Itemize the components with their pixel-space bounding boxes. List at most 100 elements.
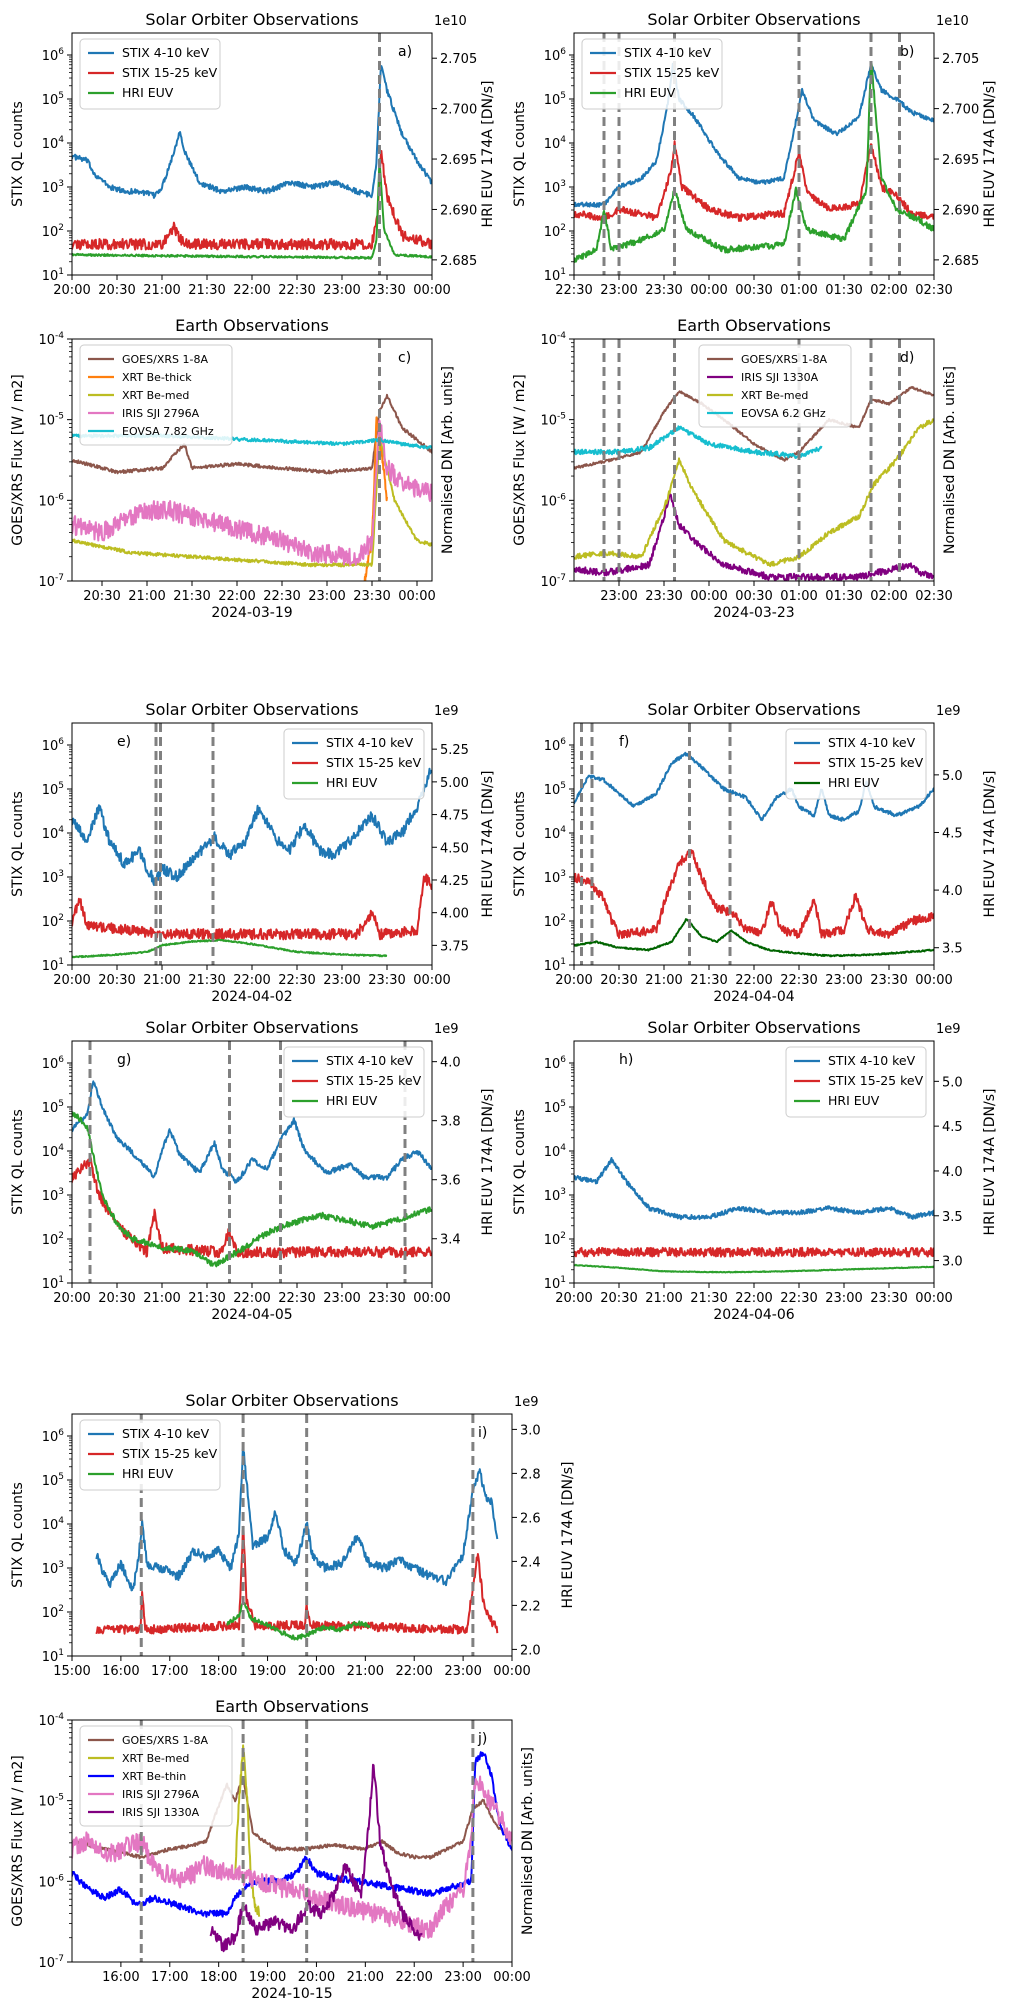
y-tick-label: 10-7 (38, 573, 64, 590)
series-line-xrt-be-thick (363, 416, 388, 581)
x-tick-label: 00:30 (735, 283, 772, 298)
y2-tick-label: 5.00 (440, 776, 469, 791)
y2-tick-label: 3.4 (440, 1233, 461, 1248)
plot-area (72, 1041, 432, 1283)
chart-b: Solar Orbiter Observations 101 102 103 104 10… (512, 10, 998, 298)
y-tick-label: 101 (544, 1275, 566, 1292)
panel-label: h) (619, 1052, 633, 1068)
legend-entry: HRI EUV (122, 1466, 174, 1481)
series-line-stix-4-10-kev (95, 1447, 499, 1592)
x-tick-label: 21:00 (143, 973, 180, 988)
legend-box (581, 38, 723, 110)
y-tick-label: 105 (42, 1472, 64, 1489)
y2-offset-label: 1e10 (936, 14, 969, 29)
x-tick-label: 00:00 (413, 283, 450, 298)
x-tick-label: 22:00 (233, 283, 270, 298)
legend-entry: HRI EUV (624, 85, 676, 100)
x-tick-label: 23:00 (825, 973, 862, 988)
y-tick-label: 101 (42, 1275, 64, 1292)
x-tick-label: 22:30 (780, 973, 817, 988)
y-axis-label: STIX QL counts (512, 101, 528, 207)
y-tick-label: 104 (544, 1143, 567, 1160)
x-tick-label: 20:00 (53, 1291, 90, 1306)
y2-tick-label: 2.695 (440, 153, 477, 168)
legend-box (79, 38, 221, 110)
legend: STIX 4-10 keV STIX 15-25 keV HRI EUV (581, 38, 723, 110)
x-axis-label: 2024-04-04 (713, 989, 794, 1005)
y2-offset-label: 1e9 (434, 1022, 459, 1037)
y2-tick-label: 3.5 (942, 942, 963, 957)
legend-entry: GOES/XRS 1-8A (122, 1734, 208, 1747)
y2-offset-label: 1e9 (936, 1022, 961, 1037)
y-tick-label: 101 (42, 957, 64, 974)
panel-label: i) (478, 1425, 487, 1441)
y-axis-label: STIX QL counts (10, 1109, 26, 1215)
legend-entry: STIX 15-25 keV (326, 755, 422, 770)
legend-entry: STIX 4-10 keV (828, 735, 916, 750)
legend-entry: STIX 4-10 keV (828, 1053, 916, 1068)
series-line-stix-4-10-kev (574, 751, 934, 822)
x-tick-label: 15:00 (53, 1664, 90, 1679)
panel-label: b) (900, 44, 914, 60)
x-tick-label: 23:30 (870, 1291, 907, 1306)
y-tick-label: 102 (42, 1231, 64, 1248)
panel-label: c) (398, 350, 411, 366)
panel-label: e) (117, 734, 131, 750)
x-tick-label: 20:00 (555, 1291, 592, 1306)
x-tick-label: 23:30 (353, 589, 390, 604)
series-line-stix-15-25-kev (95, 1525, 499, 1635)
x-tick-label: 20:30 (600, 973, 637, 988)
x-axis-label: 2024-04-06 (713, 1307, 794, 1323)
y-tick-label: 106 (42, 47, 65, 64)
series-line-hri-euv (574, 62, 934, 263)
y2-offset-label: 1e10 (434, 14, 467, 29)
legend-entry: HRI EUV (828, 1093, 880, 1108)
x-tick-label: 22:00 (395, 1970, 432, 1985)
series-line-stix-4-10-kev (72, 767, 432, 886)
x-tick-label: 22:00 (735, 1291, 772, 1306)
series-line-stix-15-25-kev (72, 150, 432, 251)
series-line-xrt-be-med (72, 434, 432, 568)
series-line-goes-xrs-1-8a (72, 393, 432, 475)
x-tick-label: 22:30 (278, 973, 315, 988)
y2-tick-label: 5.0 (942, 769, 963, 784)
chart-title: Solar Orbiter Observations (185, 1391, 398, 1410)
plot-frame (71, 338, 433, 582)
x-tick-label: 16:00 (102, 1664, 139, 1679)
series-line-hri-euv (574, 1263, 934, 1274)
x-tick-label: 16:00 (102, 1970, 139, 1985)
x-tick-label: 22:30 (278, 1291, 315, 1306)
x-tick-label: 21:30 (188, 973, 225, 988)
y-tick-label: 102 (42, 1604, 64, 1621)
x-tick-label: 22:30 (263, 589, 300, 604)
y2-tick-label: 4.5 (942, 1120, 963, 1135)
x-tick-label: 21:30 (188, 1291, 225, 1306)
x-tick-label: 17:00 (151, 1970, 188, 1985)
plot-area (72, 33, 432, 275)
x-tick-label: 21:00 (128, 589, 165, 604)
x-tick-label: 23:00 (600, 283, 637, 298)
x-tick-label: 00:00 (413, 1291, 450, 1306)
x-tick-label: 20:30 (98, 1291, 135, 1306)
legend-entry: STIX 4-10 keV (326, 735, 414, 750)
series-line-stix-4-10-kev (574, 1157, 934, 1221)
plot-area (574, 339, 934, 581)
legend: STIX 4-10 keV STIX 15-25 keV HRI EUV (283, 1046, 425, 1118)
y2-tick-label: 2.6 (520, 1511, 541, 1526)
plot-area (574, 723, 934, 965)
x-tick-label: 00:00 (493, 1970, 530, 1985)
x-tick-label: 23:00 (323, 973, 360, 988)
panel-label: j) (477, 1731, 487, 1747)
y2-tick-label: 5.0 (942, 1075, 963, 1090)
legend-entry: STIX 15-25 keV (624, 65, 720, 80)
x-tick-label: 00:00 (493, 1664, 530, 1679)
legend-entry: STIX 15-25 keV (122, 65, 218, 80)
series-line-iris-sji-1330a (209, 1763, 423, 1953)
legend-entry: GOES/XRS 1-8A (122, 353, 208, 366)
x-tick-label: 23:00 (323, 283, 360, 298)
y2-offset-label: 1e9 (434, 704, 459, 719)
x-tick-label: 02:00 (870, 283, 907, 298)
y2-tick-label: 2.700 (440, 103, 477, 118)
legend-entry: HRI EUV (326, 1093, 378, 1108)
y2-tick-label: 2.695 (942, 153, 979, 168)
